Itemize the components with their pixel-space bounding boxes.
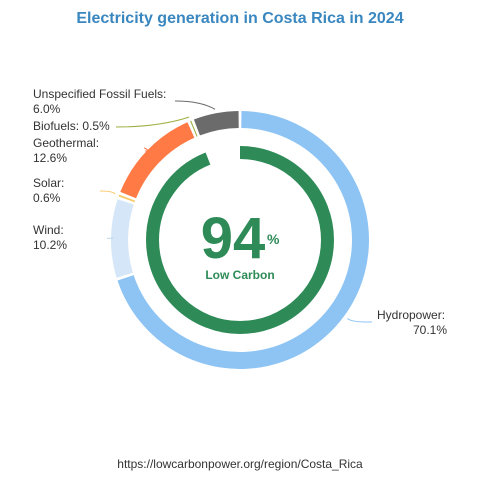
leader-lines-layer [99,100,373,323]
leader-line-biofuels [115,116,190,128]
slice-labels-layer: Hydropower:70.1% Wind:10.2% Solar:0.6% Geot… [33,87,447,337]
low-carbon-progress-ring [146,146,334,334]
slice-geothermal [120,122,195,199]
leader-line-hydropower [347,318,373,323]
slice-value-geothermal: 12.6% [33,151,67,165]
leader-line-unspecified-fossil-fuels [174,100,216,110]
slice-name-solar: Solar: [33,176,64,190]
slice-name-geothermal: Geothermal: [33,136,99,150]
slice-biofuels [190,120,198,137]
center-unit: % [267,231,280,247]
center-caption: Low Carbon [205,268,274,282]
slices-layer [110,111,369,369]
low-carbon-ring-layer [146,146,334,334]
chart-title: Electricity generation in Costa Rica in … [76,10,404,27]
leader-line-geothermal [143,147,149,152]
slice-value-wind: 10.2% [33,238,67,252]
leader-line-solar [99,190,116,195]
slice-name-biofuels: Biofuels: 0.5% [33,119,110,133]
source-url: https://lowcarbonpower.org/region/Costa_… [117,457,363,471]
slice-wind [110,199,134,278]
slice-name-unspecified-fossil-fuels: Unspecified Fossil Fuels: [33,87,166,101]
slice-solar [118,194,136,203]
slice-value-biofuels: 0.5% [82,119,110,133]
slice-name-wind: Wind: [33,223,64,237]
center-value: 94 [201,206,266,271]
slice-value-unspecified-fossil-fuels: 6.0% [33,102,61,116]
slice-value-hydropower: 70.1% [413,323,447,337]
slice-value-solar: 0.6% [33,191,61,205]
slice-name-hydropower: Hydropower: [377,308,445,322]
slice-unspecified-fossil-fuels [193,111,239,136]
